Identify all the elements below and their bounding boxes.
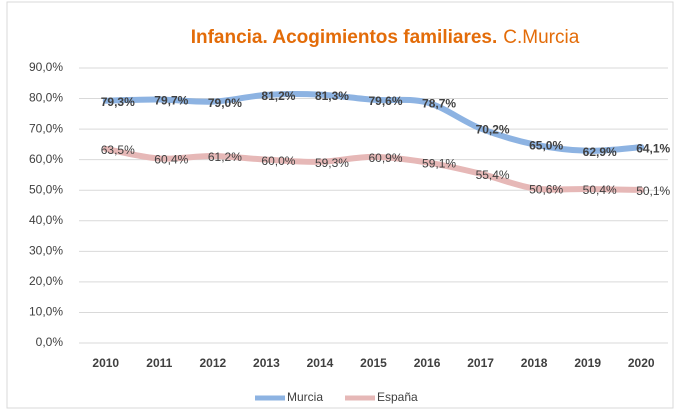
y-tick-label: 40,0% (29, 213, 63, 227)
x-tick-label: 2020 (628, 356, 655, 370)
y-tick-label: 90,0% (29, 60, 63, 74)
data-label: 60,4% (154, 153, 188, 167)
data-label: 60,9% (368, 151, 402, 165)
data-label: 63,5% (101, 143, 135, 157)
data-label: 59,1% (422, 157, 456, 171)
x-tick-label: 2013 (253, 356, 280, 370)
data-label: 64,1% (636, 141, 670, 155)
data-label: 79,7% (154, 94, 188, 108)
x-tick-label: 2014 (307, 356, 334, 370)
x-tick-label: 2012 (200, 356, 227, 370)
data-label: 61,2% (208, 150, 242, 164)
x-tick-label: 2018 (521, 356, 548, 370)
y-tick-label: 80,0% (29, 91, 63, 105)
data-label: 62,9% (583, 145, 617, 159)
chart-title: Infancia. Acogimientos familiares. C.Murc… (191, 27, 580, 48)
data-label: 50,1% (636, 184, 670, 198)
data-label: 70,2% (476, 123, 510, 137)
data-label: 55,4% (476, 168, 510, 182)
data-label: 59,3% (315, 156, 349, 170)
title-suffix: C.Murcia (503, 27, 579, 48)
y-tick-label: 0,0% (36, 335, 64, 349)
data-label: 79,0% (208, 96, 242, 110)
y-tick-label: 50,0% (29, 182, 63, 196)
legend-label: España (377, 390, 418, 404)
x-tick-label: 2011 (146, 356, 172, 370)
data-label: 65,0% (529, 139, 563, 153)
title-main: Infancia. Acogimientos familiares. (191, 27, 498, 48)
data-label: 79,6% (368, 94, 402, 108)
chart-border (6, 1, 674, 409)
data-label: 50,6% (529, 183, 563, 197)
x-tick-label: 2016 (414, 356, 441, 370)
y-tick-label: 60,0% (29, 152, 63, 166)
y-tick-label: 30,0% (29, 244, 63, 258)
data-label: 81,2% (261, 89, 295, 103)
y-tick-label: 70,0% (29, 121, 63, 135)
series-line (102, 90, 645, 154)
x-tick-label: 2010 (92, 356, 119, 370)
x-tick-label: 2019 (574, 356, 601, 370)
data-label: 79,3% (101, 95, 135, 109)
y-tick-label: 10,0% (29, 305, 63, 319)
y-tick-label: 20,0% (29, 274, 63, 288)
series-line (102, 145, 645, 193)
data-label: 78,7% (422, 97, 456, 111)
data-label: 60,0% (261, 154, 295, 168)
x-tick-label: 2015 (360, 356, 387, 370)
x-tick-label: 2017 (467, 356, 494, 370)
data-label: 81,3% (315, 89, 349, 103)
legend-label: Murcia (287, 390, 323, 404)
data-label: 50,4% (583, 183, 617, 197)
